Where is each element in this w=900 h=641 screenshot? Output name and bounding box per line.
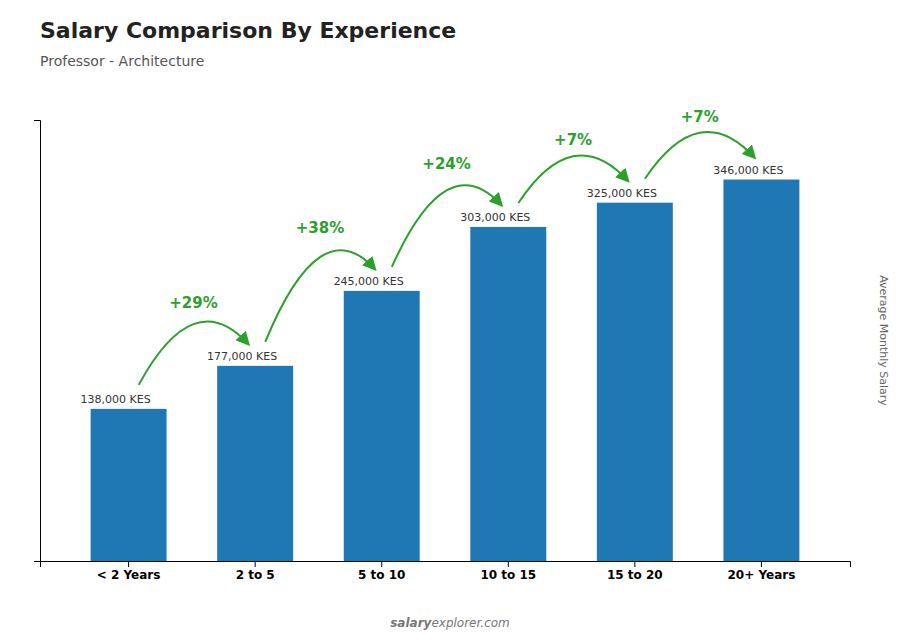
chart-container: Salary Comparison By Experience Professor… xyxy=(0,0,900,641)
annotation-arrow xyxy=(139,321,248,384)
watermark-part: salary xyxy=(390,616,432,630)
x-tick: 20+ Years xyxy=(727,561,795,582)
x-tick-label: 2 to 5 xyxy=(236,568,275,582)
x-tick-mark xyxy=(128,561,129,567)
annotations: +29% +38% +24% +7% +7% xyxy=(139,108,755,385)
value-label: 245,000 KES xyxy=(334,275,404,288)
annotation-arrow xyxy=(265,250,374,342)
annotation-arrow xyxy=(392,185,501,267)
x-tick-label: < 2 Years xyxy=(97,568,161,582)
watermark: salaryexplorer.com xyxy=(390,616,510,630)
subtitle: Professor - Architecture xyxy=(40,53,204,69)
watermark-part: explorer.com xyxy=(431,616,509,630)
x-tick: 2 to 5 xyxy=(236,561,275,582)
value-label: 177,000 KES xyxy=(207,350,277,363)
x-tick-label: 15 to 20 xyxy=(607,568,663,582)
value-label: 346,000 KES xyxy=(713,164,783,177)
x-tick: 10 to 15 xyxy=(480,561,536,582)
bars xyxy=(91,180,800,561)
annotation: +24% xyxy=(422,155,470,173)
value-label: 303,000 KES xyxy=(460,211,530,224)
annotation: +29% xyxy=(169,294,217,312)
annotation: +7% xyxy=(681,108,719,126)
value-labels: 138,000 KES 177,000 KES 245,000 KES 303,000… xyxy=(81,164,784,406)
bar xyxy=(597,203,673,561)
annotation-arrow xyxy=(645,132,754,179)
value-label: 325,000 KES xyxy=(587,187,657,200)
x-tick-label: 10 to 15 xyxy=(480,568,536,582)
title: Salary Comparison By Experience xyxy=(40,18,456,43)
bar xyxy=(470,227,546,561)
annotation: +38% xyxy=(296,219,344,237)
y-axis xyxy=(34,121,41,562)
bar xyxy=(217,366,293,561)
x-tick-mark xyxy=(761,561,762,567)
bar xyxy=(344,291,420,561)
chart: Salary Comparison By Experience Professor… xyxy=(0,0,900,641)
x-tick-mark xyxy=(381,561,382,567)
x-axis-line xyxy=(41,562,851,568)
x-tick-mark xyxy=(508,561,509,567)
x-tick-mark xyxy=(255,561,256,567)
x-tick: 5 to 10 xyxy=(358,561,405,582)
x-tick-mark xyxy=(634,561,635,567)
value-label: 138,000 KES xyxy=(81,393,151,406)
annotation: +7% xyxy=(554,131,592,149)
x-tick: < 2 Years xyxy=(97,561,161,582)
x-axis: < 2 Years 2 to 5 5 to 10 10 to 15 15 to 20 20… xyxy=(41,561,851,582)
y-axis-title: Average Monthly Salary xyxy=(877,275,890,406)
x-tick-label: 20+ Years xyxy=(727,568,795,582)
annotation-arrow xyxy=(518,155,627,203)
bar xyxy=(91,409,167,561)
y-axis-line xyxy=(34,121,41,562)
x-tick: 15 to 20 xyxy=(607,561,663,582)
bar xyxy=(723,180,799,561)
x-tick-label: 5 to 10 xyxy=(358,568,405,582)
